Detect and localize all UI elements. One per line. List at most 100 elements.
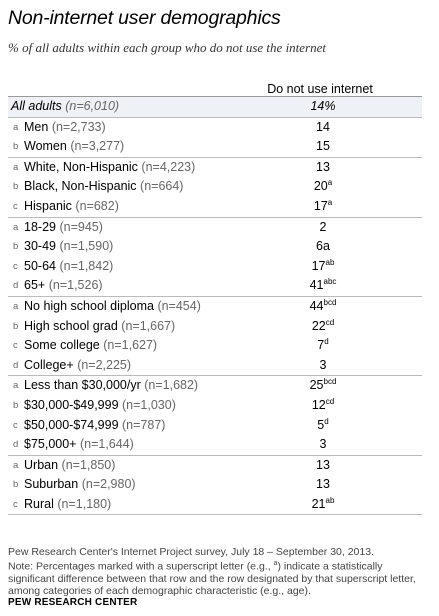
row-value: 14% <box>258 99 388 113</box>
row-sample-size: (n=1,850) <box>61 457 116 472</box>
row-value: 44bcd <box>258 298 388 313</box>
row-value-superscript: d <box>324 336 329 346</box>
row-label: Men (n=2,733) <box>24 120 106 134</box>
row-value-superscript: a <box>327 178 333 188</box>
table-row: c Some college (n=1,627) 7d <box>8 336 422 356</box>
column-header: Do not use internet <box>267 82 373 96</box>
row-value-number: 13 <box>316 159 330 174</box>
row-label: White, Non-Hispanic (n=4,223) <box>24 160 195 174</box>
row-label: No high school diploma (n=454) <box>24 299 201 313</box>
row-value-number: 7 <box>317 338 325 353</box>
row-value: 41abc <box>258 277 388 293</box>
row-label: Some college (n=1,627) <box>24 338 157 352</box>
row-value-number: 41 <box>309 278 324 293</box>
row-value: 14 <box>258 120 388 134</box>
row-label: $75,000+ (n=1,644) <box>24 437 134 451</box>
row-letter: b <box>13 241 19 253</box>
row-value-number: 20 <box>313 179 328 194</box>
row-value: 17ab <box>258 258 388 273</box>
row-label: Rural (n=1,180) <box>24 497 111 511</box>
row-sample-size: (n=1,644) <box>79 437 134 452</box>
table-row: b $30,000-$49,999 (n=1,030) 12cd <box>8 396 422 416</box>
row-letter: d <box>13 439 19 451</box>
chart-title: Non-internet user demographics <box>8 7 281 29</box>
row-value-number: 6a <box>316 239 330 254</box>
row-letter: d <box>13 359 19 371</box>
table-row: c Rural (n=1,180) 21ab <box>8 495 422 516</box>
row-letter: b <box>13 479 19 491</box>
row-label-text: Men <box>24 119 49 134</box>
row-sample-size: (n=1,030) <box>122 397 176 412</box>
row-letter: c <box>13 260 18 272</box>
row-value: 3 <box>258 437 388 451</box>
row-value: 13 <box>258 477 388 491</box>
row-label-text: 30-49 <box>24 239 56 254</box>
row-letter: b <box>13 399 19 411</box>
row-label-text: Less than $30,000/yr <box>24 378 141 393</box>
table-row: b Women (n=3,277) 15 <box>8 137 422 158</box>
row-label-text: Women <box>24 139 67 154</box>
row-label-text: College+ <box>24 357 74 372</box>
row-value: 13 <box>258 160 388 174</box>
note-text-after: ) indicate a statistically significant d… <box>8 560 416 597</box>
row-value-superscript: bcd <box>323 377 337 387</box>
row-label-text: Suburban <box>24 477 79 492</box>
row-label-text: 50-64 <box>24 258 56 273</box>
row-letter: a <box>13 221 19 233</box>
table-row: c Hispanic (n=682) 17a <box>8 197 422 218</box>
row-value-superscript: abc <box>323 277 337 287</box>
row-value: 20a <box>258 178 388 194</box>
row-value-superscript: ab <box>325 495 335 505</box>
row-value-number: 44 <box>309 298 324 313</box>
row-value-number: 13 <box>316 477 330 492</box>
row-sample-size: (n=4,223) <box>141 159 196 174</box>
table-row: All adults (n=6,010) 14% <box>8 96 422 118</box>
row-value-number: 5 <box>317 417 325 432</box>
row-letter: c <box>13 340 18 352</box>
row-label-text: Some college <box>24 338 100 353</box>
footer: Pew Research Center's Internet Project s… <box>8 546 428 597</box>
row-sample-size: (n=454) <box>157 298 201 313</box>
row-value-number: 15 <box>316 139 330 154</box>
row-label: All adults (n=6,010) <box>11 99 119 113</box>
row-label-text: No high school diploma <box>24 298 154 313</box>
row-value-number: 25 <box>309 378 324 393</box>
row-label-text: High school grad <box>24 318 118 333</box>
row-value-superscript: a <box>327 197 333 207</box>
row-label: Hispanic (n=682) <box>24 199 119 213</box>
table-row: b 30-49 (n=1,590) 6a <box>8 237 422 257</box>
table-row: a Urban (n=1,850) 13 <box>8 456 422 476</box>
row-value: 21ab <box>258 495 388 511</box>
row-label: Urban (n=1,850) <box>24 458 115 472</box>
row-sample-size: (n=1,526) <box>48 278 103 293</box>
row-letter: a <box>13 380 19 392</box>
row-value-number: 13 <box>316 457 330 472</box>
row-label-text: $75,000+ <box>24 437 77 452</box>
table-row: a White, Non-Hispanic (n=4,223) 13 <box>8 158 422 178</box>
row-sample-size: (n=2,980) <box>81 477 136 492</box>
row-value-number: 3 <box>319 437 327 452</box>
row-value: 15 <box>258 139 388 153</box>
row-sample-size: (n=1,627) <box>103 338 158 353</box>
data-table: All adults (n=6,010) 14% a Men (n=2,733) 14 b… <box>8 96 422 516</box>
row-value: 25bcd <box>258 377 388 393</box>
table-row: a Less than $30,000/yr (n=1,682) 25bcd <box>8 376 422 396</box>
row-sample-size: (n=3,277) <box>70 139 125 154</box>
row-value: 17a <box>258 197 388 213</box>
row-value: 6a <box>258 239 388 253</box>
row-value-number: 12 <box>311 397 326 412</box>
row-letter: a <box>13 161 19 173</box>
table-row: c $50,000-$74,999 (n=787) 5d <box>8 416 422 436</box>
table-row: b Suburban (n=2,980) 13 <box>8 475 422 495</box>
row-sample-size: (n=787) <box>122 417 166 432</box>
row-letter: c <box>13 200 18 212</box>
table-row: b High school grad (n=1,667) 22cd <box>8 317 422 337</box>
row-label-text: Hispanic <box>24 198 72 213</box>
row-sample-size: (n=2,733) <box>51 119 106 134</box>
row-label: Women (n=3,277) <box>24 139 124 153</box>
row-letter: b <box>13 181 19 193</box>
table-row: d $75,000+ (n=1,644) 3 <box>8 435 422 456</box>
row-value: 7d <box>258 336 388 353</box>
row-label: 50-64 (n=1,842) <box>24 259 113 273</box>
